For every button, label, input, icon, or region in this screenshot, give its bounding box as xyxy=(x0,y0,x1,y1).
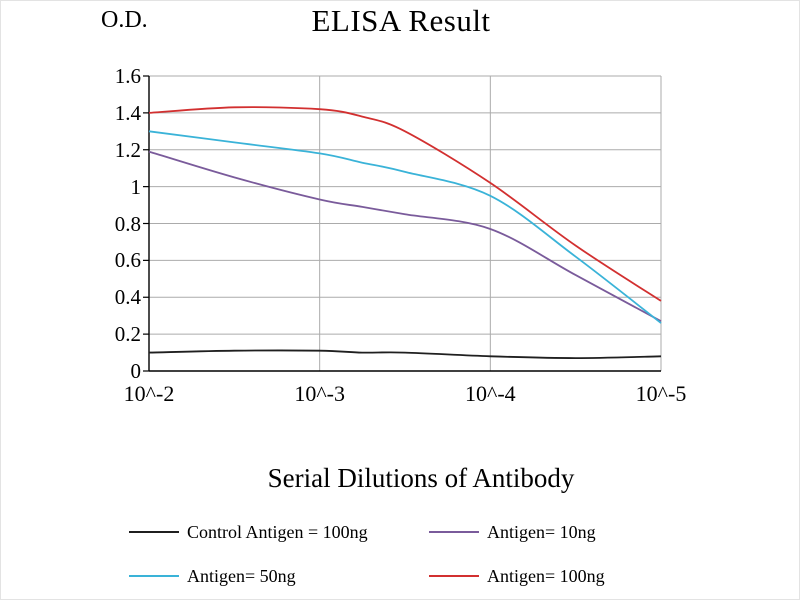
x-tick-label: 10^-4 xyxy=(465,381,516,406)
y-tick-label: 0 xyxy=(130,359,142,383)
y-tick-label: 0.4 xyxy=(114,285,141,310)
legend-item-0: Control Antigen = 100ng xyxy=(129,519,429,545)
y-tick-label: 1 xyxy=(130,174,142,199)
legend-line-sample xyxy=(429,575,479,577)
x-tick-label: 10^-2 xyxy=(123,381,175,406)
chart-title: ELISA Result xyxy=(311,3,491,38)
y-tick-label: 1.2 xyxy=(114,137,141,162)
legend-line-sample xyxy=(429,531,479,533)
legend-item-3: Antigen= 100ng xyxy=(429,563,713,589)
elisa-line-chart xyxy=(143,75,662,372)
y-tick-label: 1.4 xyxy=(114,100,141,125)
legend-label: Control Antigen = 100ng xyxy=(187,521,368,542)
x-axis-title: Serial Dilutions of Antibody xyxy=(267,463,575,493)
y-tick-label: 0.6 xyxy=(114,248,141,273)
y-tick-label: 0.2 xyxy=(114,322,141,347)
series-line-2 xyxy=(148,130,662,324)
legend-label: Antigen= 50ng xyxy=(187,565,296,586)
legend-label: Antigen= 10ng xyxy=(487,521,596,542)
legend-line-sample xyxy=(129,575,179,577)
legend-line-sample xyxy=(129,531,179,533)
legend-item-1: Antigen= 10ng xyxy=(429,519,713,545)
plot-area: 0 0.2 0.4 0.6 0.8 1 1.2 1.4 1.6 10^-2 10^-3 10^-4 1… xyxy=(115,65,687,406)
legend-label: Antigen= 100ng xyxy=(487,565,605,586)
chart-legend: Control Antigen = 100ng Antigen= 10ng Anti… xyxy=(129,519,713,589)
series-line-1 xyxy=(148,150,662,322)
y-tick-label: 1.6 xyxy=(114,64,141,88)
series-line-3 xyxy=(148,106,662,302)
x-tick-label: 10^-5 xyxy=(635,381,687,406)
series-line-0 xyxy=(148,349,662,360)
x-tick-label: 10^-3 xyxy=(294,381,345,406)
y-axis-title: O.D. xyxy=(101,7,148,33)
y-tick-label: 0.8 xyxy=(114,211,141,236)
legend-item-2: Antigen= 50ng xyxy=(129,563,429,589)
